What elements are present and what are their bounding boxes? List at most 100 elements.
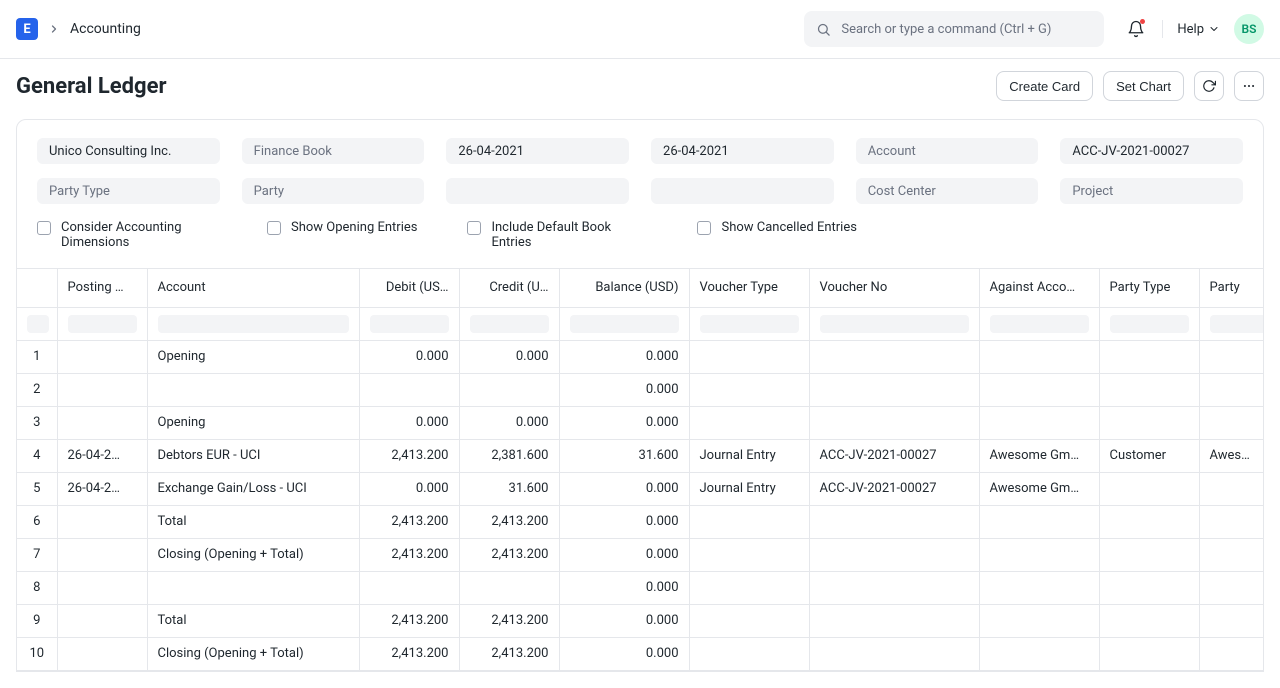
filter-party[interactable]: Party (242, 178, 425, 204)
table-row[interactable]: 3Opening0.0000.0000.000 (17, 406, 1263, 439)
cell-against-account (979, 604, 1099, 637)
table-row[interactable]: 20.000 (17, 373, 1263, 406)
col-debit-header[interactable]: Debit (US… (359, 269, 459, 307)
col-index-header[interactable] (17, 269, 57, 307)
report-table: Posting … Account Debit (US… Credit (U… … (17, 269, 1263, 671)
col-credit-header[interactable]: Credit (U… (459, 269, 559, 307)
table-row[interactable]: 526-04-2…Exchange Gain/Loss - UCI0.00031… (17, 472, 1263, 505)
col-filter[interactable] (57, 307, 147, 340)
cell-voucher-no (809, 406, 979, 439)
col-filter[interactable] (1199, 307, 1263, 340)
filter-account[interactable]: Account (856, 138, 1039, 164)
cell-account: Opening (147, 340, 359, 373)
cell-balance: 31.600 (559, 439, 689, 472)
notifications-button[interactable] (1124, 17, 1148, 41)
more-button[interactable] (1234, 71, 1264, 101)
cell-posting-date (57, 538, 147, 571)
filter-blank1[interactable] (446, 178, 629, 204)
cell-account: Total (147, 604, 359, 637)
col-filter[interactable] (979, 307, 1099, 340)
cell-against-account (979, 637, 1099, 670)
col-balance-header[interactable]: Balance (USD) (559, 269, 689, 307)
search-input[interactable]: Search or type a command (Ctrl + G) (804, 11, 1104, 47)
cell-against-account (979, 373, 1099, 406)
navbar-right: Help BS (1124, 14, 1264, 44)
col-voucher-type-header[interactable]: Voucher Type (689, 269, 809, 307)
cell-voucher-no: ACC-JV-2021-00027 (809, 439, 979, 472)
filter-row: Party Type Party Cost Center Project (37, 178, 1243, 204)
table-row[interactable]: 10Closing (Opening + Total)2,413.2002,41… (17, 637, 1263, 670)
col-filter[interactable] (689, 307, 809, 340)
help-menu[interactable]: Help (1177, 22, 1220, 37)
breadcrumb[interactable]: Accounting (70, 21, 141, 37)
col-filter[interactable] (359, 307, 459, 340)
table-row[interactable]: 80.000 (17, 571, 1263, 604)
page-actions: Create Card Set Chart (996, 71, 1264, 101)
cell-voucher-type (689, 637, 809, 670)
cell-credit: 0.000 (459, 340, 559, 373)
set-chart-button[interactable]: Set Chart (1103, 71, 1184, 101)
refresh-button[interactable] (1194, 71, 1224, 101)
cell-voucher-type (689, 340, 809, 373)
chevron-right-icon (48, 23, 60, 35)
filter-from_date[interactable]: 26-04-2021 (446, 138, 629, 164)
table-row[interactable]: 426-04-2…Debtors EUR - UCI2,413.2002,381… (17, 439, 1263, 472)
cell-party-type (1099, 637, 1199, 670)
cell-party-type (1099, 604, 1199, 637)
col-party-type-header[interactable]: Party Type (1099, 269, 1199, 307)
checkbox-icon (467, 221, 481, 235)
cell-party-type (1099, 505, 1199, 538)
more-horizontal-icon (1242, 79, 1256, 93)
cell-credit (459, 571, 559, 604)
cell-balance: 0.000 (559, 340, 689, 373)
check-include_default[interactable]: Include Default Book Entries (467, 220, 647, 250)
col-filter[interactable] (559, 307, 689, 340)
cell-against-account (979, 505, 1099, 538)
filter-party_type[interactable]: Party Type (37, 178, 220, 204)
filter-company[interactable]: Unico Consulting Inc. (37, 138, 220, 164)
table-row[interactable]: 1Opening0.0000.0000.000 (17, 340, 1263, 373)
filter-blank2[interactable] (651, 178, 834, 204)
col-filter[interactable] (17, 307, 57, 340)
filter-cost_center[interactable]: Cost Center (856, 178, 1039, 204)
cell-index: 4 (17, 439, 57, 472)
cell-posting-date (57, 571, 147, 604)
col-account-header[interactable]: Account (147, 269, 359, 307)
cell-party-type (1099, 571, 1199, 604)
table-row[interactable]: 7Closing (Opening + Total)2,413.2002,413… (17, 538, 1263, 571)
cell-voucher-no (809, 637, 979, 670)
table-row[interactable]: 6Total2,413.2002,413.2000.000 (17, 505, 1263, 538)
avatar[interactable]: BS (1234, 14, 1264, 44)
col-posting-date-header[interactable]: Posting … (57, 269, 147, 307)
col-against-account-header[interactable]: Against Acco… (979, 269, 1099, 307)
col-filter[interactable] (1099, 307, 1199, 340)
col-filter[interactable] (147, 307, 359, 340)
col-filter[interactable] (459, 307, 559, 340)
cell-party (1199, 637, 1263, 670)
table-row[interactable]: 9Total2,413.2002,413.2000.000 (17, 604, 1263, 637)
cell-party (1199, 373, 1263, 406)
cell-voucher-no (809, 538, 979, 571)
cell-party (1199, 472, 1263, 505)
filter-finance_book[interactable]: Finance Book (242, 138, 425, 164)
create-card-button[interactable]: Create Card (996, 71, 1093, 101)
filter-project[interactable]: Project (1060, 178, 1243, 204)
filter-to_date[interactable]: 26-04-2021 (651, 138, 834, 164)
col-filter[interactable] (809, 307, 979, 340)
cell-debit: 2,413.200 (359, 604, 459, 637)
col-party-header[interactable]: Party (1199, 269, 1263, 307)
app-logo[interactable]: E (16, 18, 38, 40)
cell-voucher-no (809, 373, 979, 406)
table-header-row: Posting … Account Debit (US… Credit (U… … (17, 269, 1263, 307)
col-voucher-no-header[interactable]: Voucher No (809, 269, 979, 307)
cell-voucher-no (809, 604, 979, 637)
search-icon (816, 22, 831, 37)
check-consider_dims[interactable]: Consider Accounting Dimensions (37, 220, 217, 250)
check-show_opening[interactable]: Show Opening Entries (267, 220, 417, 235)
check-label: Show Cancelled Entries (721, 220, 856, 235)
refresh-icon (1202, 79, 1216, 93)
cell-credit: 2,381.600 (459, 439, 559, 472)
check-show_cancelled[interactable]: Show Cancelled Entries (697, 220, 856, 235)
filter-voucher_no[interactable]: ACC-JV-2021-00027 (1060, 138, 1243, 164)
cell-posting-date (57, 373, 147, 406)
